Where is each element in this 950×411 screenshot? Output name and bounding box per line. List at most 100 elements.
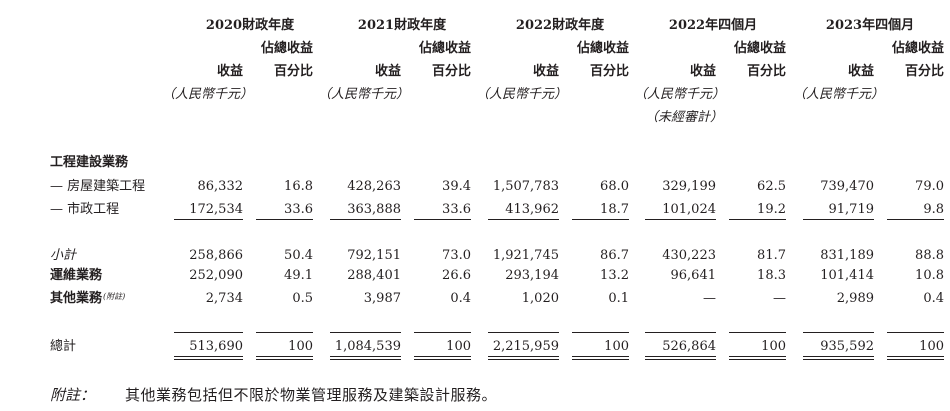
rule-subtotal [803, 219, 874, 220]
rule-subtotal [330, 219, 401, 220]
row-label-other: 其他業務(附註) [50, 291, 125, 307]
row-label-ops: 運維業務 [50, 268, 103, 283]
unit-label: （人民幣千元） [634, 87, 726, 102]
pct-header-1: 佔總收益 [418, 41, 471, 56]
cell: 81.7 [757, 248, 786, 263]
rule-total-top [174, 332, 243, 333]
rule-total-double [645, 359, 716, 360]
rule-subtotal [729, 219, 786, 220]
rule-total-double [803, 356, 874, 357]
pct-header-2: 百分比 [589, 64, 629, 79]
pct-header-2: 百分比 [746, 64, 786, 79]
cell: 73.0 [442, 248, 471, 263]
footnote-text: 其他業務包括但不限於物業管理服務及建築設計服務。 [125, 386, 498, 404]
rule-subtotal [645, 219, 716, 220]
cell: 50.4 [284, 248, 313, 263]
rule-total-top [414, 332, 471, 333]
cell: 33.6 [442, 202, 471, 217]
cell: 49.1 [284, 268, 313, 283]
cell: 0.4 [450, 291, 471, 306]
cell: 0.1 [608, 291, 629, 306]
period-title: 2022財政年度 [515, 18, 605, 33]
rule-subtotal [488, 219, 559, 220]
cell: 2,734 [205, 291, 243, 306]
unit-label: （人民幣千元） [793, 87, 885, 102]
cell: 18.7 [600, 202, 629, 217]
rule-total-double [887, 359, 944, 360]
rule-total-double [256, 359, 313, 360]
cell: 0.5 [292, 291, 313, 306]
rule-total-double [174, 359, 243, 360]
rule-total-top [729, 332, 786, 333]
rule-total-double [572, 356, 629, 357]
cell: 1,084,539 [334, 339, 401, 354]
cell: 100 [761, 339, 786, 354]
cell: 428,263 [347, 179, 401, 194]
unit-label: （人民幣千元） [476, 87, 568, 102]
footnote-ref: (附註) [103, 292, 126, 301]
cell: 258,866 [189, 248, 243, 263]
row-label-other-text: 其他業務 [50, 291, 103, 306]
pct-header-1: 佔總收益 [576, 41, 629, 56]
cell: 18.3 [757, 268, 786, 283]
pct-header-2: 百分比 [431, 64, 471, 79]
rule-total-double [488, 356, 559, 357]
cell: 293,194 [505, 268, 559, 283]
cell: 1,020 [521, 291, 559, 306]
unaudited-label: （未經審計） [645, 110, 724, 125]
cell: 10.8 [915, 268, 944, 283]
cell: 39.4 [442, 179, 471, 194]
section-title: 工程建設業務 [50, 155, 129, 170]
rule-total-double [488, 359, 559, 360]
cell: 513,690 [189, 339, 243, 354]
rule-total-double [572, 359, 629, 360]
cell: 831,189 [820, 248, 874, 263]
cell: 413,962 [505, 202, 559, 217]
cell: — [703, 291, 716, 306]
unit-label: （人民幣千元） [318, 87, 410, 102]
period-title: 2023年四個月 [825, 18, 915, 33]
cell: 2,989 [836, 291, 874, 306]
pct-header-1: 佔總收益 [891, 41, 944, 56]
row-label-municipal: — 市政工程 [50, 202, 120, 217]
rule-total-double [174, 356, 243, 357]
cell: 3,987 [363, 291, 401, 306]
cell: 288,401 [347, 268, 401, 283]
cell: 13.2 [600, 268, 629, 283]
rule-total-top [645, 332, 716, 333]
cell: 101,414 [820, 268, 874, 283]
rule-total-top [256, 332, 313, 333]
cell: 0.4 [923, 291, 944, 306]
cell: 329,199 [662, 179, 716, 194]
rule-subtotal [414, 219, 471, 220]
row-label-subtotal: 小計 [50, 248, 77, 263]
rule-total-top [803, 332, 874, 333]
pct-header-1: 佔總收益 [260, 41, 313, 56]
cell: 86.7 [600, 248, 629, 263]
cell: 68.0 [600, 179, 629, 194]
rule-total-double [729, 356, 786, 357]
pct-header-1: 佔總收益 [733, 41, 786, 56]
revenue-header: 收益 [532, 64, 559, 79]
cell: 172,534 [189, 202, 243, 217]
rule-total-top [887, 332, 944, 333]
rule-total-double [645, 356, 716, 357]
revenue-header: 收益 [847, 64, 874, 79]
period-title: 2022年四個月 [668, 18, 758, 33]
cell: 96,641 [670, 268, 717, 283]
cell: 100 [288, 339, 313, 354]
rule-total-top [488, 332, 559, 333]
cell: 1,507,783 [492, 179, 559, 194]
cell: 792,151 [347, 248, 401, 263]
cell: 91,719 [828, 202, 875, 217]
rule-total-double [414, 359, 471, 360]
footnote-label: 附註： [50, 386, 96, 404]
cell: 739,470 [820, 179, 874, 194]
rule-total-top [572, 332, 629, 333]
rule-total-double [803, 359, 874, 360]
cell: 79.0 [915, 179, 944, 194]
cell: 1,921,745 [492, 248, 559, 263]
period-title: 2020財政年度 [205, 18, 295, 33]
cell: 935,592 [820, 339, 874, 354]
rule-total-double [330, 356, 401, 357]
